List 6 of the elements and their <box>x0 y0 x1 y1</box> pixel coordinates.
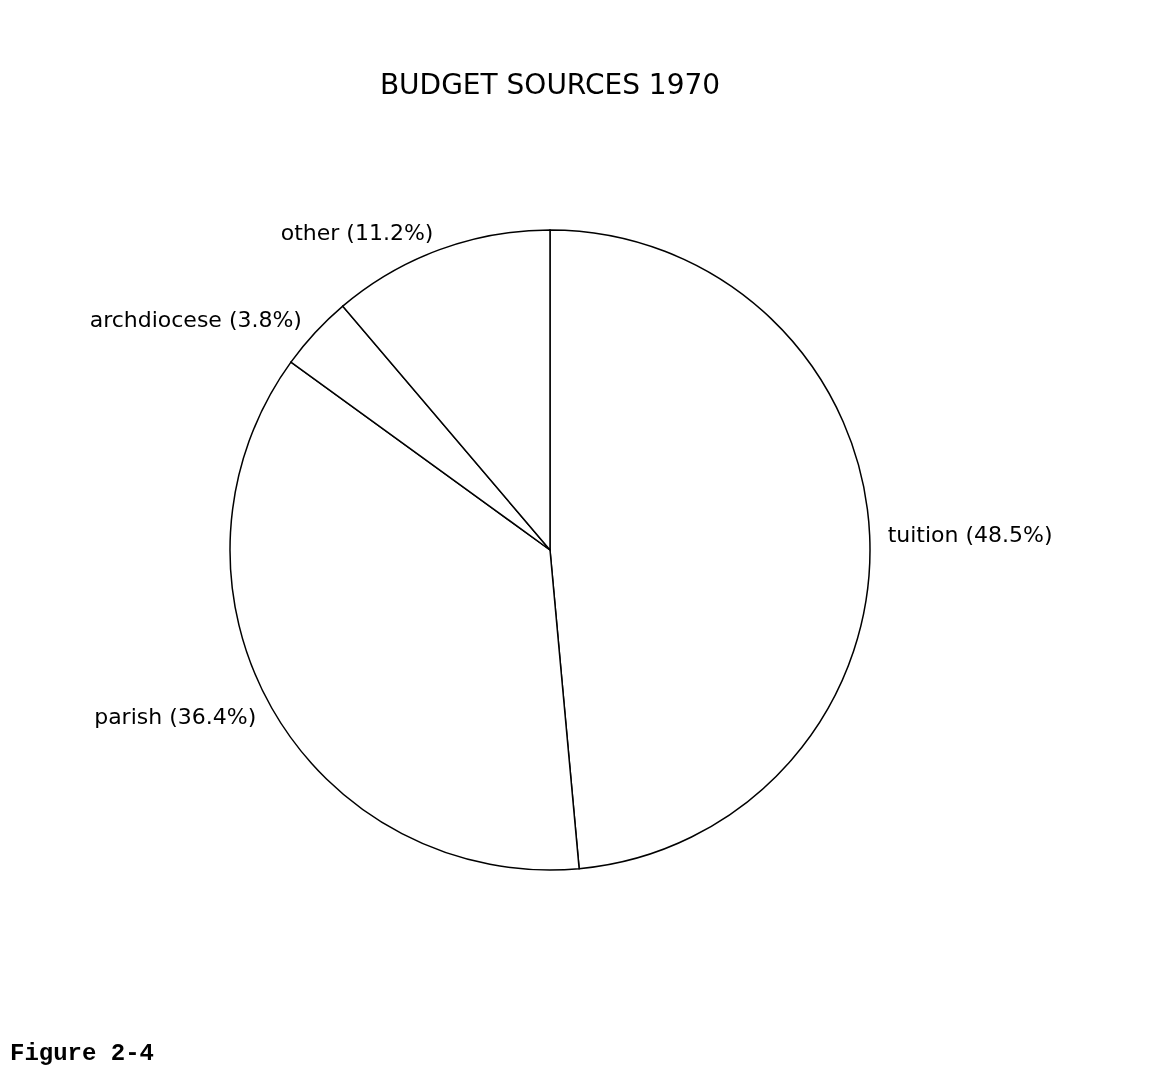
slice-label: other (11.2%) <box>280 219 434 245</box>
chart-title: BUDGET SOURCES 1970 <box>379 68 721 101</box>
slice-label: archdiocese (3.8%) <box>89 307 302 333</box>
slice-label: tuition (48.5%) <box>887 521 1053 547</box>
slice-label: parish (36.4%) <box>94 704 257 730</box>
caption: Figure 2-4 <box>10 1040 155 1067</box>
